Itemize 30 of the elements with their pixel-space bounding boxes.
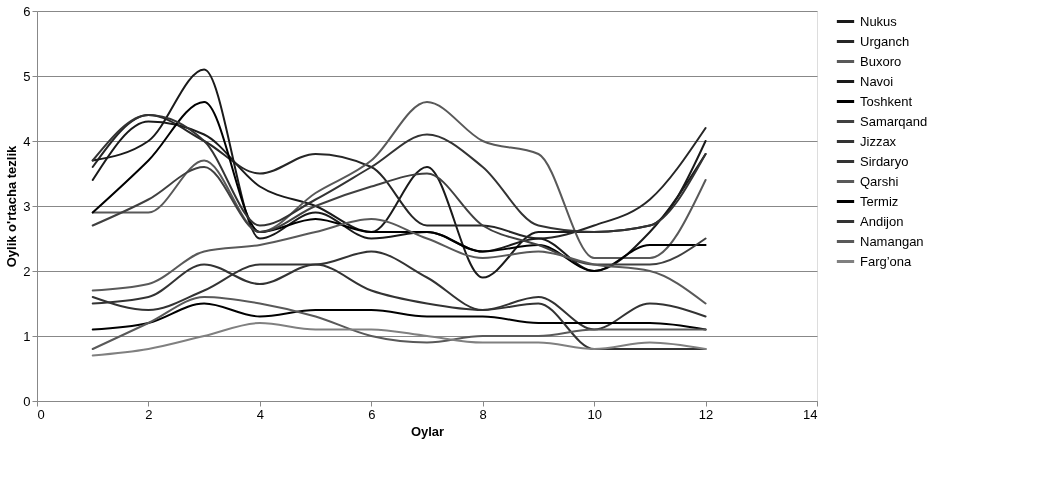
legend-label: Buxoro [860,53,902,69]
legend-label: Jizzax [860,133,897,149]
legend-label: Andijon [860,213,904,229]
legend-label: Sirdaryo [860,153,909,169]
x-tick-label: 2 [145,406,153,422]
legend-label: Termiz [860,193,899,209]
y-tick-label: 6 [23,3,31,19]
y-tick-label: 0 [23,393,31,409]
x-axis-title: Oylar [410,423,445,439]
y-tick-label: 2 [23,263,31,279]
x-tick-label: 0 [37,406,45,422]
legend-label: Samarqand [860,113,928,129]
x-tick-label: 4 [256,406,264,422]
legend-label: Qarshi [860,173,899,189]
x-tick-label: 14 [803,406,818,422]
y-axis-title: Oylik o'rtacha tezlik [4,144,20,268]
y-tick-label: 3 [23,198,31,214]
legend-label: Farg’ona [860,253,913,269]
y-tick-label: 5 [23,68,31,84]
x-tick-label: 8 [479,406,487,422]
x-tick-label: 12 [698,406,714,422]
x-tick-label: 6 [368,406,376,422]
legend-label: Urganch [860,33,910,49]
y-tick-label: 4 [23,133,31,149]
y-tick-label: 1 [23,328,31,344]
legend-label: Nukus [860,13,898,29]
legend-label: Navoi [860,73,894,89]
x-tick-label: 10 [587,406,602,422]
legend-label: Namangan [860,233,924,249]
legend-label: Toshkent [860,93,913,109]
